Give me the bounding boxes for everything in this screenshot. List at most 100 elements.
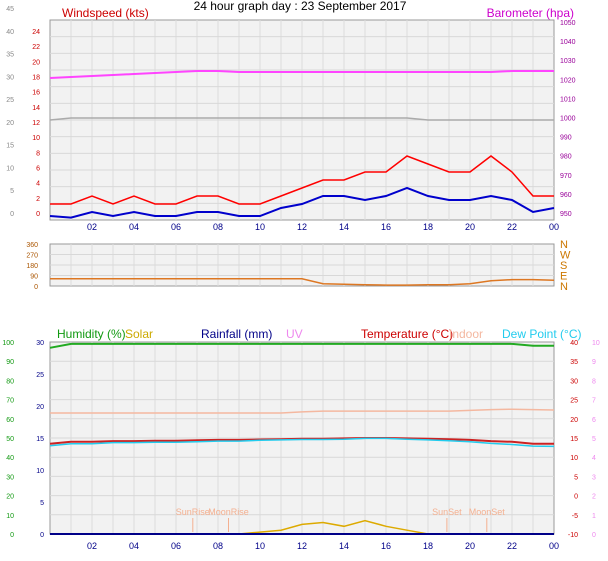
x-tick-label: 16 xyxy=(381,541,391,551)
y-tick-label: 10 xyxy=(6,513,14,520)
y2-tick-label: 970 xyxy=(560,173,572,180)
y-tick-label: 90 xyxy=(6,359,14,366)
y-tick-label: 2 xyxy=(36,196,40,203)
y2-tick-label: 30 xyxy=(570,378,578,385)
y2-tick-label: 0 xyxy=(592,532,596,539)
indoor-label: Indoor xyxy=(449,327,483,341)
y-tick-label: 18 xyxy=(32,75,40,82)
compass-tick-label: E xyxy=(560,271,567,283)
compass-tick-label: W xyxy=(560,250,571,262)
series-line-barometer xyxy=(49,70,554,79)
series-line-windspeed xyxy=(50,155,554,205)
y2-tick-label: 35 xyxy=(570,359,578,366)
x-tick-label: 12 xyxy=(297,541,307,551)
x-tick-label: 18 xyxy=(423,541,433,551)
windspeed-label: Windspeed (kts) xyxy=(62,6,149,20)
y-tick-label: 40 xyxy=(6,29,14,36)
y-tick-label: 0 xyxy=(34,284,38,291)
y-tick-label: 24 xyxy=(32,29,40,36)
y2-tick-label: 980 xyxy=(560,154,572,161)
x-tick-label: 18 xyxy=(423,222,433,232)
y2-tick-label: 1040 xyxy=(560,39,576,46)
y-tick-label: 12 xyxy=(32,120,40,127)
x-tick-label: 00 xyxy=(549,222,559,232)
x-tick-label: 14 xyxy=(339,541,349,551)
y2-tick-label: 10 xyxy=(570,455,578,462)
x-tick-label: 00 xyxy=(549,541,559,551)
annotation-label: MoonRise xyxy=(208,507,249,517)
series-lines xyxy=(49,70,555,535)
y-tick-label: 6 xyxy=(36,166,40,173)
y-tick-label: 15 xyxy=(36,436,44,443)
series-line-humidity xyxy=(49,342,554,349)
y2-tick-label: 4 xyxy=(592,455,596,462)
y-tick-label: 20 xyxy=(6,494,14,501)
y-tick-label: 14 xyxy=(32,105,40,112)
x-tick-label: 22 xyxy=(507,541,517,551)
x-tick-label: 10 xyxy=(255,222,265,232)
y-tick-label: 16 xyxy=(32,90,40,97)
humidity-label: Humidity (%) xyxy=(57,327,126,341)
y2-tick-label: 6 xyxy=(592,417,596,424)
x-tick-label: 12 xyxy=(297,222,307,232)
y-tick-label: 90 xyxy=(30,274,38,281)
y2-tick-label: 25 xyxy=(570,398,578,405)
x-tick-label: 10 xyxy=(255,541,265,551)
y-tick-label: 0 xyxy=(40,532,44,539)
rainfall-label: Rainfall (mm) xyxy=(201,327,272,341)
annotation-label: SunSet xyxy=(432,507,462,517)
x-tick-label: 04 xyxy=(129,541,139,551)
y-tick-label: 30 xyxy=(36,340,44,347)
y2-tick-label: 15 xyxy=(570,436,578,443)
y2-tick-label: 1050 xyxy=(560,20,576,27)
y-tick-label: 70 xyxy=(6,398,14,405)
x-tick-label: 02 xyxy=(87,541,97,551)
x-tick-label: 16 xyxy=(381,222,391,232)
y2-tick-label: 7 xyxy=(592,398,596,405)
y-tick-label: 60 xyxy=(6,417,14,424)
y-tick-label: 10 xyxy=(36,468,44,475)
y2-tick-label: 1010 xyxy=(560,96,576,103)
y-tick-label: 5 xyxy=(40,500,44,507)
y2-tick-label: 3 xyxy=(592,474,596,481)
y-tick-label: 8 xyxy=(36,150,40,157)
y2-tick-label: 10 xyxy=(592,340,600,347)
y2-tick-label: -5 xyxy=(572,513,578,520)
uv-label: UV xyxy=(286,327,303,341)
y2-tick-label: -10 xyxy=(568,532,578,539)
series-line-dewpoint xyxy=(49,437,555,448)
temperature-label: Temperature (°C) xyxy=(361,327,453,341)
y-tick-label: 15 xyxy=(6,143,14,150)
y-tick-label: 30 xyxy=(6,74,14,81)
y-tick-label: 270 xyxy=(26,253,38,260)
series-line-indoor xyxy=(50,408,555,414)
y2-tick-label: 9 xyxy=(592,359,596,366)
y2-tick-label: 40 xyxy=(570,340,578,347)
x-tick-label: 06 xyxy=(171,222,181,232)
y-tick-label: 5 xyxy=(10,188,14,195)
y-tick-label: 20 xyxy=(32,59,40,66)
y2-tick-label: 990 xyxy=(560,135,572,142)
y2-tick-label: 5 xyxy=(574,474,578,481)
y2-tick-label: 1020 xyxy=(560,77,576,84)
series-line-direction xyxy=(50,278,555,286)
solar-label: Solar xyxy=(125,327,153,341)
y-tick-label: 20 xyxy=(36,404,44,411)
axes: 0202040406060808101012121414161618182020… xyxy=(2,6,600,551)
y2-tick-label: 2 xyxy=(592,494,596,501)
x-tick-label: 20 xyxy=(465,222,475,232)
y2-tick-label: 960 xyxy=(560,192,572,199)
y-tick-label: 10 xyxy=(6,165,14,172)
y-tick-label: 0 xyxy=(36,211,40,218)
barometer-label: Barometer (hpa) xyxy=(487,6,574,20)
dewpoint-label: Dew Point (°C) xyxy=(502,327,581,341)
y-tick-label: 50 xyxy=(6,436,14,443)
page-title: 24 hour graph day : 23 September 2017 xyxy=(194,0,407,13)
y2-tick-label: 1030 xyxy=(560,58,576,65)
compass-tick-label: N xyxy=(560,239,568,251)
x-tick-label: 04 xyxy=(129,222,139,232)
y2-tick-label: 1000 xyxy=(560,116,576,123)
y-tick-label: 0 xyxy=(10,532,14,539)
x-tick-label: 14 xyxy=(339,222,349,232)
